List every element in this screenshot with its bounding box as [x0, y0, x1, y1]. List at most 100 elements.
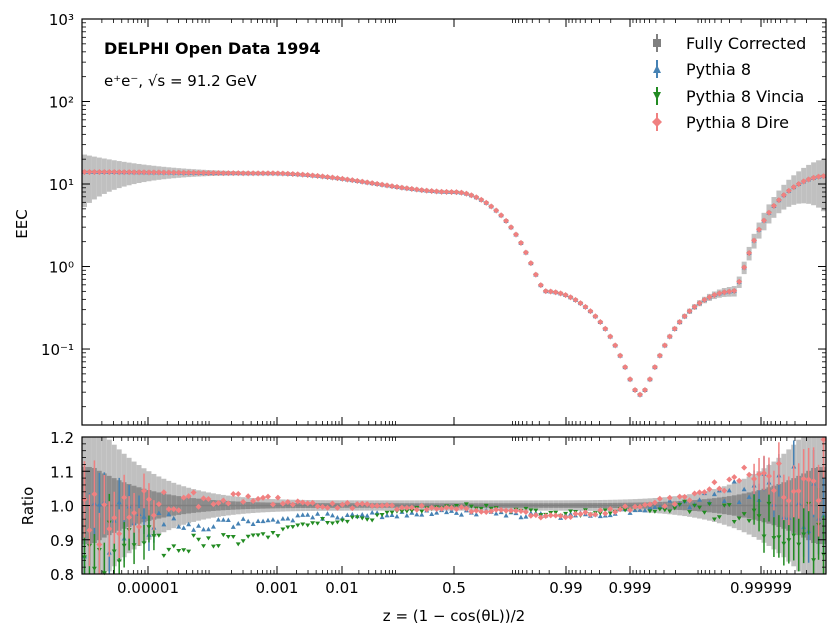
ratio-point-dire: [418, 502, 425, 509]
main-point-dire: [304, 172, 311, 179]
ratio-point-dire: [666, 494, 673, 501]
ratio-point-pythia8: [334, 514, 340, 520]
ratio-point-dire: [329, 500, 336, 507]
ratio-point-dire: [661, 503, 668, 510]
ratio-point-pythia8: [419, 512, 425, 517]
main-point-dire: [235, 170, 242, 177]
main-point-dire: [359, 178, 366, 185]
ratio-point-vincia: [597, 511, 603, 516]
ratio-x-tick-label: 0.99: [549, 579, 582, 597]
ratio-point-dire: [706, 486, 713, 493]
ratio-point-dire: [463, 505, 470, 512]
ratio-point-dire: [597, 507, 604, 514]
main-point-dire: [785, 187, 792, 194]
ratio-point-dire: [359, 500, 366, 507]
main-point-dire: [116, 169, 123, 176]
ratio-point-dire: [319, 503, 326, 510]
ratio-point-dire: [607, 505, 614, 512]
ratio-point-pythia8: [270, 517, 276, 522]
legend-entry-dire: Pythia 8 Dire: [652, 113, 789, 132]
ratio-point-vincia: [329, 521, 335, 526]
ratio-point-dire: [765, 473, 772, 480]
ratio-point-dire: [393, 506, 400, 513]
main-point-dire: [230, 170, 237, 177]
main-point-dire: [413, 186, 420, 193]
ratio-point-dire: [344, 499, 351, 506]
ratio-point-pythia8: [300, 512, 306, 517]
ratio-point-pythia8: [240, 516, 246, 521]
main-point-dire: [706, 294, 713, 301]
ratio-point-vincia: [305, 523, 311, 528]
main-point-dire: [329, 174, 336, 181]
ratio-point-dire: [592, 511, 599, 518]
ratio-point-dire: [145, 496, 152, 503]
main-point-dire: [274, 170, 281, 177]
ratio-point-dire: [711, 479, 718, 486]
ratio-point-vincia: [687, 510, 693, 515]
ratio-point-vincia: [364, 517, 370, 522]
main-point-dire: [245, 170, 252, 177]
ratio-x-tick-label: 0.99999: [730, 579, 792, 597]
main-point-dire: [458, 189, 465, 196]
main-point-dire: [765, 209, 772, 216]
ratio-point-vincia: [751, 508, 757, 513]
main-point-dire: [795, 180, 802, 187]
main-point-dire: [369, 180, 376, 187]
ratio-point-dire: [468, 508, 475, 515]
ratio-point-dire: [165, 506, 172, 513]
ratio-point-dire: [577, 511, 584, 518]
ratio-point-dire: [761, 470, 767, 477]
ratio-point-dire: [284, 498, 291, 505]
ratio-point-dire: [433, 505, 440, 512]
ratio-point-vincia: [131, 543, 137, 548]
main-point-dire: [731, 287, 738, 294]
ratio-point-vincia: [81, 555, 87, 560]
legend-entry-pythia8: Pythia 8: [653, 60, 751, 79]
ratio-y-tick-label: 1.2: [50, 429, 74, 447]
main-point-dire: [681, 313, 688, 320]
ratio-point-pythia8: [741, 486, 747, 492]
ratio-point-pythia8: [260, 518, 266, 524]
main-point-dire: [289, 170, 296, 177]
main-point-dire: [240, 170, 247, 177]
ratio-point-dire: [274, 494, 281, 501]
ratio-point-pythia8: [305, 512, 311, 517]
ratio-point-dire: [691, 490, 698, 497]
main-point-dire: [617, 352, 624, 359]
ratio-point-vincia: [463, 502, 469, 507]
ratio-point-vincia: [602, 508, 608, 513]
ratio-point-vincia: [151, 534, 157, 539]
main-point-dire: [339, 175, 346, 182]
main-point-dire: [646, 376, 653, 383]
ratio-point-pythia8: [176, 524, 182, 529]
ratio-point-dire: [775, 460, 782, 467]
ratio-point-dire: [91, 491, 98, 498]
ratio-point-dire: [96, 541, 103, 548]
main-point-dire: [756, 226, 763, 233]
ratio-point-pythia8: [697, 497, 703, 502]
ratio-point-dire: [175, 507, 182, 514]
main-point-dire: [443, 188, 450, 195]
ratio-point-dire: [637, 503, 643, 510]
ratio-point-vincia: [240, 539, 246, 544]
ratio-point-vincia: [334, 520, 340, 525]
main-point-dire: [145, 169, 152, 176]
ratio-point-vincia: [374, 513, 380, 518]
ratio-point-vincia: [141, 541, 147, 546]
ratio-point-vincia: [384, 510, 390, 515]
ratio-point-vincia: [250, 533, 256, 538]
ratio-point-dire: [403, 504, 410, 511]
ratio-point-dire: [756, 471, 763, 478]
ratio-point-dire: [309, 499, 316, 506]
main-point-dire: [637, 391, 643, 398]
ratio-point-dire: [230, 491, 237, 498]
main-uncertainty-band: [101, 158, 107, 194]
main-point-dire: [780, 192, 787, 199]
main-point-dire: [96, 168, 103, 175]
main-point-dire: [686, 308, 693, 315]
main-point-dire: [349, 177, 356, 184]
ratio-point-dire: [572, 510, 579, 517]
ratio-point-dire: [453, 506, 460, 513]
ratio-point-vincia: [101, 571, 107, 576]
main-point-dire: [121, 169, 128, 176]
